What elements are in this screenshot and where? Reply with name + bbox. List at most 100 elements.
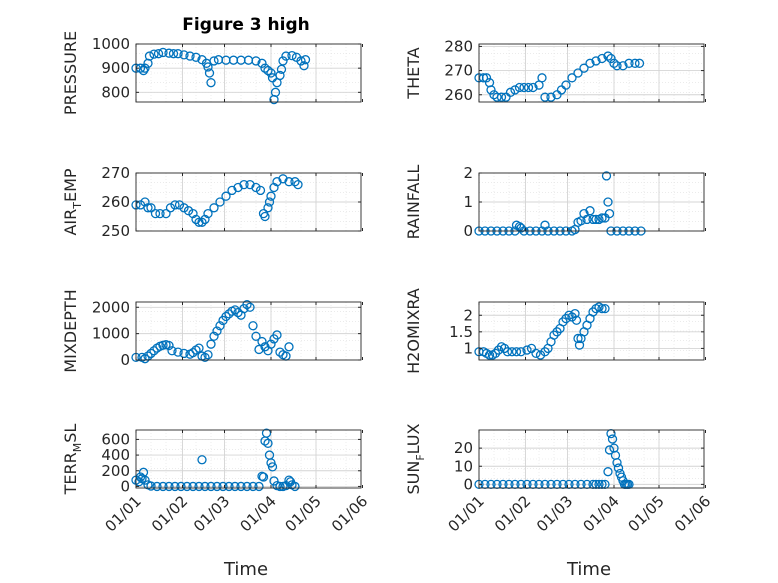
terr-msl-y-label-tail: SL (61, 424, 80, 443)
pressure-y-label-main: PRESSURE (61, 31, 80, 115)
h2omixra-data-point (597, 303, 607, 314)
air-temp-data-point (272, 177, 282, 187)
theta-data-point (597, 53, 607, 64)
air-temp-y-tick-label: 260 (101, 193, 130, 211)
terr-msl-data-point (267, 462, 278, 472)
panel-theta: 260 270 280 THETA (404, 37, 706, 104)
rainfall-data-point (601, 171, 612, 181)
terr-msl-series (131, 428, 300, 492)
mixdepth-data-point (266, 339, 276, 349)
rainfall-y-tick-label: 0 (463, 222, 473, 240)
terr-msl-data-point (236, 481, 246, 492)
rainfall-data-point (540, 220, 550, 230)
terr-msl-data-point (218, 481, 228, 492)
sun-flux-y-label-tail: LUX (404, 423, 423, 454)
h2omixra-y-tick-label: 1 (463, 339, 473, 357)
h2omixra-data-point (571, 315, 582, 325)
air-temp-data-point (221, 191, 231, 201)
rainfall-data-point (579, 208, 589, 219)
terr-msl-data-point (140, 475, 150, 485)
theta-axes-box (478, 43, 705, 103)
air-temp-y-axis-label: AIRTEMP (61, 168, 84, 235)
air-temp-data-point (239, 179, 249, 190)
panel-pressure: 800 900 1000 PRESSURE (61, 31, 363, 115)
mixdepth-data-point (251, 331, 261, 341)
terr-msl-axes-box (135, 429, 362, 489)
pressure-data-point (191, 52, 201, 62)
theta-data-point (537, 73, 547, 83)
mixdepth-data-point (164, 340, 174, 351)
air-temp-data-point (150, 208, 161, 219)
rainfall-data-point (604, 208, 615, 219)
pressure-data-point (296, 56, 306, 66)
theta-data-point (528, 82, 538, 93)
air-temp-data-point (264, 197, 275, 207)
pressure-y-tick-label: 800 (101, 83, 130, 101)
mixdepth-data-point (149, 346, 159, 356)
rainfall-data-point (582, 214, 592, 225)
air-temp-y-tick-label: 270 (101, 164, 130, 182)
terr-msl-y-label-main: TERR (61, 452, 80, 495)
pressure-data-point (179, 50, 189, 60)
terr-msl-data-point (206, 481, 216, 492)
pressure-data-point (144, 51, 155, 61)
air-temp-data-point (278, 174, 288, 184)
air-temp-y-label-main: AIR (61, 209, 80, 236)
theta-data-point (612, 61, 622, 71)
panel-mixdepth: 0 1000 2000 MIXDEPTH (61, 289, 363, 373)
mixdepth-data-point (242, 299, 252, 310)
air-temp-data-point (209, 203, 219, 213)
rainfall-y-axis-label: RAINFALL (404, 165, 423, 240)
mixdepth-y-axis-label: MIXDEPTH (61, 289, 80, 372)
theta-data-point (561, 80, 571, 90)
sun-flux-y-label-main: SUN (404, 461, 423, 495)
pressure-axes-box (135, 43, 362, 103)
mixdepth-data-point (140, 354, 150, 364)
theta-data-point (634, 58, 645, 68)
panel-rainfall: 0 1 2 RAINFALL (404, 164, 706, 240)
terr-msl-data-point (164, 481, 174, 492)
air-temp-data-point (155, 208, 165, 219)
pressure-data-point (257, 58, 267, 68)
h2omixra-y-label-main: H2OMIXRA (404, 288, 423, 374)
terr-msl-data-point (263, 438, 273, 448)
h2omixra-y-tick-label: 2 (463, 306, 473, 324)
sun-flux-data-point (607, 434, 618, 444)
air-temp-data-point (233, 182, 243, 193)
pressure-data-point (203, 62, 213, 72)
pressure-data-point (173, 49, 183, 59)
rainfall-data-point (585, 206, 595, 216)
theta-y-axis-label: THETA (404, 47, 423, 99)
terr-msl-y-tick-label: 0 (120, 477, 130, 495)
air-temp-data-point (290, 177, 300, 187)
mixdepth-y-tick-label: 2000 (92, 298, 130, 316)
terr-msl-data-point (176, 481, 186, 492)
air-temp-data-point (146, 203, 156, 213)
sun-flux-y-axis-label: SUNFLUX (404, 423, 427, 494)
air-temp-data-point (255, 185, 266, 196)
pressure-data-point (275, 70, 285, 81)
mixdepth-y-tick-label: 0 (120, 351, 130, 369)
terr-msl-data-point (290, 481, 300, 492)
terr-msl-data-point (152, 481, 162, 492)
mixdepth-data-point (257, 336, 267, 347)
h2omixra-data-point (600, 303, 610, 314)
rainfall-data-point (597, 213, 607, 223)
figure-title: Figure 3 high (182, 15, 310, 35)
mixdepth-data-point (284, 342, 294, 352)
sun-flux-y-tick-label: 0 (463, 475, 473, 493)
pressure-data-point (299, 61, 309, 71)
theta-data-point (630, 58, 640, 68)
air-temp-data-point (293, 179, 303, 190)
rainfall-y-tick-label: 2 (463, 164, 473, 182)
mixdepth-data-point (215, 321, 225, 331)
terr-msl-y-tick-label: 200 (101, 462, 130, 480)
mixdepth-data-point (212, 326, 222, 336)
h2omixra-data-point (573, 333, 583, 344)
theta-data-point (591, 56, 601, 66)
theta-data-point (609, 58, 619, 68)
pressure-y-axis-label: PRESSURE (61, 31, 80, 115)
mixdepth-data-point (194, 343, 204, 353)
sun-flux-y-label-sub: F (414, 454, 427, 460)
